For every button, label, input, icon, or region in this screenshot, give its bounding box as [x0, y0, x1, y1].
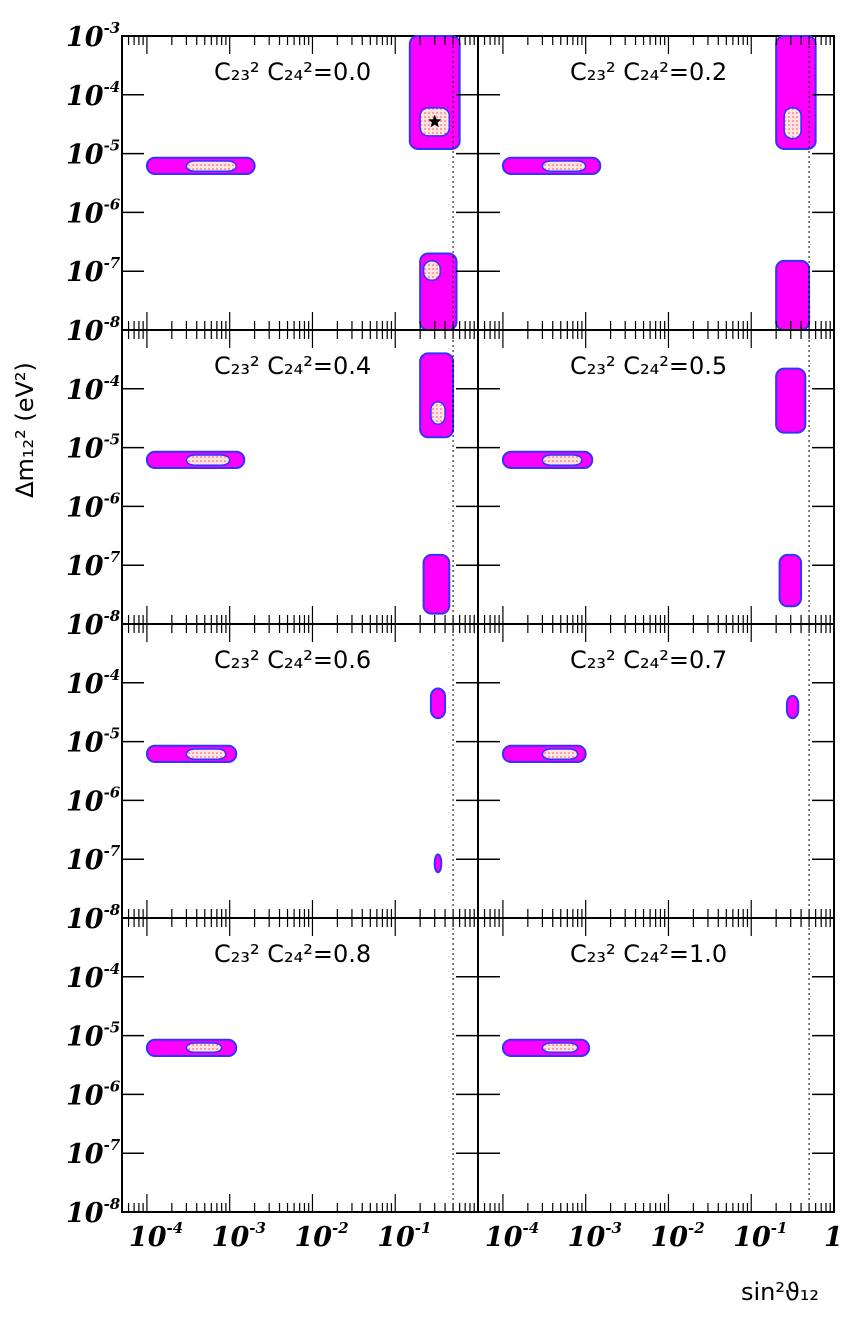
y-tick-label: 10-6 — [66, 783, 121, 817]
x-axis-title: sin²ϑ₁₂ — [741, 1278, 819, 1306]
region-inner-small-mixing — [541, 1042, 579, 1054]
panel-0-4: C₂₃² C₂₄²=0.4 — [121, 329, 479, 625]
y-tick-label: 10-6 — [66, 1077, 121, 1111]
region-large-mixing-low — [778, 553, 803, 608]
region-inner-small-mixing — [541, 454, 583, 467]
region-inner-large-mixing-high — [430, 401, 446, 425]
panel-0-5: C₂₃² C₂₄²=0.5 — [477, 329, 835, 625]
y-tick-label: 10-5 — [66, 137, 120, 171]
panel-0-6: C₂₃² C₂₄²=0.6 — [121, 623, 479, 919]
y-tick-label: 10-8 — [66, 1195, 121, 1229]
y-tick-label: 10-8 — [66, 901, 121, 935]
x-tick-label: 10-1 — [377, 1219, 431, 1253]
y-tick-label: 10-5 — [66, 431, 120, 465]
region-inner-small-mixing — [185, 454, 231, 467]
x-tick-label: 10-4 — [129, 1219, 183, 1253]
region-large-mixing-low — [775, 259, 811, 331]
region-large-mixing-high — [775, 367, 807, 434]
y-tick-label: 10-4 — [66, 78, 120, 112]
panel-label: C₂₃² C₂₄²=0.7 — [570, 646, 727, 674]
region-large-mixing-low — [422, 553, 451, 615]
y-tick-label: 10-5 — [66, 725, 120, 759]
y-tick-label: 10-8 — [66, 607, 121, 641]
panel-1-0: C₂₃² C₂₄²=1.0 — [477, 917, 835, 1213]
x-tick-label: 10-2 — [650, 1219, 704, 1253]
panel-label: C₂₃² C₂₄²=0.5 — [570, 352, 727, 380]
y-tick-label: 10-3 — [66, 19, 120, 53]
panel-label: C₂₃² C₂₄²=0.6 — [214, 646, 371, 674]
region-inner-small-mixing — [185, 748, 227, 761]
x-tick-label: 10-3 — [212, 1219, 266, 1253]
y-tick-label: 10-4 — [66, 666, 120, 700]
y-tick-label: 10-7 — [66, 1136, 121, 1170]
axis-tick-labels: 10-8 10-7 10-6 10-5 10-4 10-3 10-8 10-7 10-6 10-5… — [66, 19, 842, 1253]
panels-layer: C₂₃² C₂₄²=0.0 C₂₃² C₂₄²=0.2 C₂₃² C₂₄²=0.4 C… — [121, 35, 835, 1213]
y-tick-label: 10-4 — [66, 960, 120, 994]
region-inner-small-mixing — [541, 160, 587, 173]
x-tick-label: 1 — [824, 1222, 842, 1253]
y-tick-label: 10-6 — [66, 489, 121, 523]
region-inner-small-mixing — [185, 1042, 223, 1054]
region-large-mixing-high — [429, 687, 447, 720]
region-large-mixing-high — [785, 694, 800, 720]
x-tick-label: 10-3 — [568, 1219, 622, 1253]
panel-0-8: C₂₃² C₂₄²=0.8 — [121, 917, 479, 1213]
panel-label: C₂₃² C₂₄²=1.0 — [570, 940, 727, 968]
y-axis-title: Δm₁₂² (eV²) — [11, 362, 39, 498]
y-tick-label: 10-7 — [66, 548, 121, 582]
panel-0-0: C₂₃² C₂₄²=0.0 — [121, 35, 479, 331]
region-large-mixing-low — [433, 853, 443, 874]
x-tick-label: 10-2 — [294, 1219, 348, 1253]
y-tick-label: 10-8 — [66, 313, 121, 347]
y-tick-label: 10-7 — [66, 254, 121, 288]
x-tick-label: 10-4 — [485, 1219, 539, 1253]
y-tick-label: 10-6 — [66, 195, 121, 229]
panel-0-7: C₂₃² C₂₄²=0.7 — [477, 623, 835, 919]
y-tick-label: 10-5 — [66, 1019, 120, 1053]
panel-label: C₂₃² C₂₄²=0.0 — [214, 58, 371, 86]
region-inner-large-mixing-low — [422, 260, 442, 282]
panel-label: C₂₃² C₂₄²=0.8 — [214, 940, 371, 968]
region-inner-small-mixing — [185, 160, 237, 173]
panel-0-2: C₂₃² C₂₄²=0.2 — [477, 35, 835, 331]
region-inner-small-mixing — [541, 748, 579, 761]
y-tick-label: 10-4 — [66, 372, 120, 406]
x-tick-label: 10-1 — [733, 1219, 787, 1253]
panel-label: C₂₃² C₂₄²=0.4 — [214, 352, 371, 380]
panel-label: C₂₃² C₂₄²=0.2 — [570, 58, 727, 86]
region-inner-large-mixing-high — [783, 107, 802, 140]
best-fit-star — [428, 114, 442, 128]
y-tick-label: 10-7 — [66, 842, 121, 876]
